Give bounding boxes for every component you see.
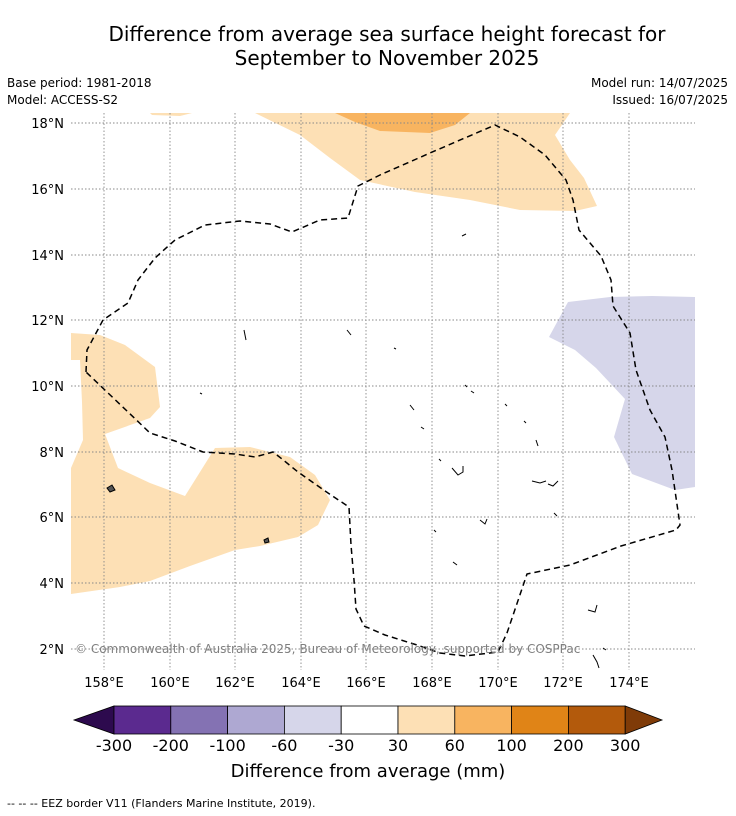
islands xyxy=(106,233,607,669)
colorbar-swatch xyxy=(397,705,456,735)
lon-label: 170°E xyxy=(478,676,518,691)
island-outline xyxy=(547,480,559,487)
colorbar-tick-label: 60 xyxy=(444,736,465,755)
island-outline xyxy=(438,458,442,462)
island-outline xyxy=(531,480,547,484)
lon-label: 158°E xyxy=(84,676,124,691)
anomaly-core-north xyxy=(335,113,470,133)
island-outline xyxy=(470,390,475,394)
island-outline xyxy=(479,518,488,525)
colorbar-tick-label: -30 xyxy=(328,736,355,755)
colorbar-extend-low xyxy=(72,705,115,735)
colorbar-tick-label: -300 xyxy=(95,736,133,755)
colorbar-swatch xyxy=(454,705,512,735)
anomaly-region-west xyxy=(71,333,330,594)
island-outline xyxy=(587,604,598,613)
colorbar-tick-label: 100 xyxy=(496,736,527,755)
island-outline xyxy=(602,647,607,651)
colorbar-swatch xyxy=(340,705,399,735)
lon-label: 164°E xyxy=(281,676,321,691)
lat-label: 14°N xyxy=(31,249,64,264)
lon-label: 174°E xyxy=(609,676,649,691)
island-outline xyxy=(461,233,467,237)
anomaly-region-north xyxy=(150,113,597,211)
island-outline xyxy=(553,512,558,517)
island-outline xyxy=(451,466,464,476)
latitude-labels: 18°N 16°N 14°N 12°N 10°N 8°N 6°N 4°N 2°N xyxy=(31,117,64,658)
colorbar-swatch xyxy=(511,705,569,735)
island-outline xyxy=(346,329,352,336)
lat-label: 2°N xyxy=(40,643,65,658)
meta-right: Model run: 14/07/2025 Issued: 16/07/2025 xyxy=(591,75,728,109)
anomaly-island-west xyxy=(71,360,83,468)
colorbar-swatch xyxy=(170,705,229,735)
base-period: Base period: 1981-2018 xyxy=(7,76,152,90)
island-outline xyxy=(464,384,468,388)
colorbar xyxy=(72,705,664,735)
title-line-1: Difference from average sea surface heig… xyxy=(108,22,666,46)
map-title: Difference from average sea surface heig… xyxy=(0,22,736,70)
island-outline xyxy=(433,529,437,533)
model-run: Model run: 14/07/2025 xyxy=(590,76,728,90)
island-outline xyxy=(393,347,397,350)
lat-label: 4°N xyxy=(40,577,65,592)
colorbar-title: Difference from average (mm) xyxy=(230,761,506,782)
island-outline xyxy=(504,403,508,407)
lon-label: 162°E xyxy=(215,676,255,691)
island-outline xyxy=(199,392,203,395)
colorbar-tick-label: 30 xyxy=(387,736,409,755)
colorbar-swatch xyxy=(227,705,285,735)
island-outline xyxy=(452,561,458,566)
lon-label: 172°E xyxy=(543,676,583,691)
island-outline xyxy=(523,420,527,424)
colorbar-tick-label: -100 xyxy=(209,736,246,755)
island-outline xyxy=(420,426,425,430)
lat-label: 16°N xyxy=(31,183,64,198)
colorbar-tick-label: 300 xyxy=(609,736,641,755)
colorbar-swatch xyxy=(283,705,342,735)
meta-left: Base period: 1981-2018 Model: ACCESS-S2 xyxy=(7,75,152,109)
lat-label: 18°N xyxy=(31,117,64,132)
map-area: © Commonwealth of Australia 2025, Bureau… xyxy=(71,113,695,670)
island-outline xyxy=(535,439,539,447)
island-outline xyxy=(592,654,600,669)
island-outline xyxy=(263,537,270,544)
island-outline xyxy=(243,329,247,341)
island-outline xyxy=(106,484,116,493)
issued-date: Issued: 16/07/2025 xyxy=(612,93,728,107)
longitude-labels: 158°E 160°E 162°E 164°E 166°E 168°E 170°… xyxy=(84,676,649,691)
graticule xyxy=(71,113,695,670)
lon-label: 166°E xyxy=(346,676,386,691)
lat-label: 10°N xyxy=(31,380,64,395)
anomaly-region-east xyxy=(549,296,695,490)
lat-label: 6°N xyxy=(40,511,65,526)
island-outline xyxy=(409,404,415,411)
colorbar-extend-high xyxy=(624,705,664,735)
colorbar-tick-label: -200 xyxy=(152,736,189,755)
copyright-notice: © Commonwealth of Australia 2025, Bureau… xyxy=(75,642,580,656)
lat-label: 12°N xyxy=(31,314,64,329)
lon-label: 168°E xyxy=(412,676,452,691)
lat-label: 8°N xyxy=(40,446,65,461)
eez-footnote: -- -- -- EEZ border V11 (Flanders Marine… xyxy=(7,797,316,810)
colorbar-swatch xyxy=(113,705,172,735)
colorbar-swatch xyxy=(568,705,626,735)
model-name: Model: ACCESS-S2 xyxy=(7,93,119,107)
lon-label: 160°E xyxy=(150,676,190,691)
colorbar-tick-label: 200 xyxy=(553,736,584,755)
colorbar-tick-label: -60 xyxy=(271,736,298,755)
title-line-2: September to November 2025 xyxy=(234,46,540,70)
